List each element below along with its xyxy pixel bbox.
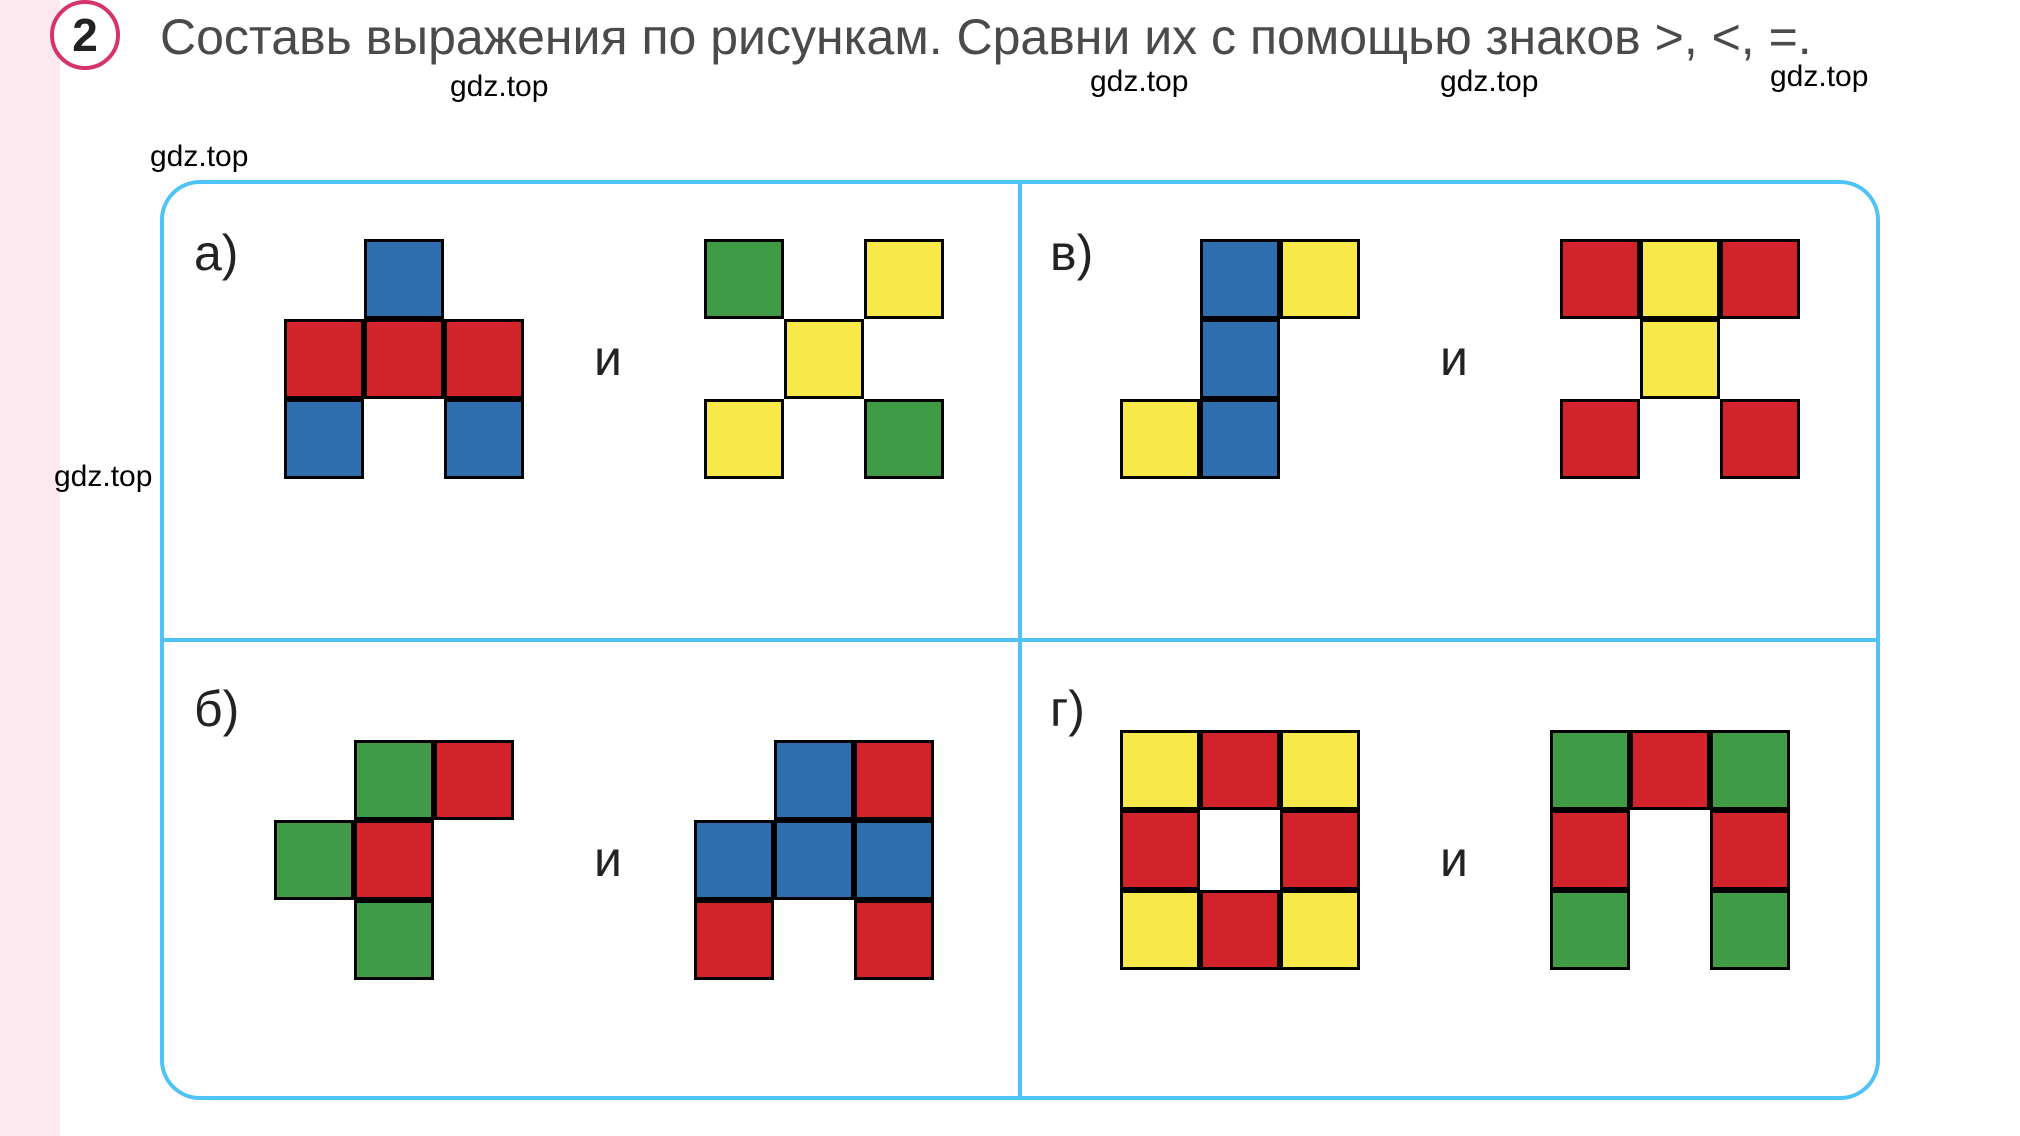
exercise-grid-frame: а) и в) и б) и г) и <box>160 180 1880 1100</box>
figure-b-2-cell <box>854 900 934 980</box>
figure-b-2-cell <box>774 740 854 820</box>
exercise-number-badge: 2 <box>50 0 120 70</box>
watermark: gdz.top <box>150 140 248 174</box>
figure-g-2-cell <box>1710 890 1790 970</box>
figure-v-2-cell <box>1560 239 1640 319</box>
figure-v-1-cell <box>1200 319 1280 399</box>
figure-g-1-cell <box>1120 730 1200 810</box>
figure-a-1-cell <box>284 319 364 399</box>
figure-g-2-cell <box>1710 810 1790 890</box>
figure-b-1-cell <box>354 740 434 820</box>
figure-b-1-cell <box>354 900 434 980</box>
quadrant-g: г) и <box>1020 640 1876 1096</box>
figure-b-2-cell <box>694 900 774 980</box>
figure-a-1-cell <box>284 399 364 479</box>
figure-v-2-cell <box>1720 399 1800 479</box>
figure-b-2-cell <box>854 740 934 820</box>
conjunction-g: и <box>1440 830 1468 888</box>
figure-v-1 <box>1120 239 1360 479</box>
instruction-text: Составь выражения по рисункам. Сравни их… <box>160 5 1980 70</box>
exercise-number-text: 2 <box>72 8 98 62</box>
figure-v-1-cell <box>1280 239 1360 319</box>
figure-g-2-cell <box>1550 810 1630 890</box>
figure-v-1-cell <box>1200 399 1280 479</box>
figure-g-1-cell <box>1200 730 1280 810</box>
watermark: gdz.top <box>450 70 548 104</box>
figure-a-1-cell <box>444 399 524 479</box>
watermark: gdz.top <box>54 460 152 494</box>
figure-g-2-cell <box>1710 730 1790 810</box>
figure-b-1-cell <box>274 820 354 900</box>
quadrant-v: в) и <box>1020 184 1876 640</box>
quadrant-label-b: б) <box>194 680 239 738</box>
figure-a-2-cell <box>864 399 944 479</box>
figure-b-2-cell <box>694 820 774 900</box>
left-margin-decoration <box>0 0 60 1136</box>
figure-v-2-cell <box>1560 399 1640 479</box>
figure-v-2 <box>1560 239 1800 479</box>
quadrant-label-a: а) <box>194 224 238 282</box>
page-root: 2 Составь выражения по рисункам. Сравни … <box>0 0 2020 1136</box>
figure-g-2 <box>1550 730 1790 970</box>
figure-v-1-cell <box>1200 239 1280 319</box>
figure-g-2-cell <box>1550 890 1630 970</box>
figure-b-2 <box>694 740 934 980</box>
figure-v-2-cell <box>1720 239 1800 319</box>
figure-g-2-cell <box>1550 730 1630 810</box>
quadrant-a: а) и <box>164 184 1020 640</box>
figure-g-2-cell <box>1630 730 1710 810</box>
conjunction-v: и <box>1440 329 1468 387</box>
quadrant-label-g: г) <box>1050 680 1085 738</box>
figure-a-1-cell <box>364 319 444 399</box>
figure-v-1-cell <box>1120 399 1200 479</box>
figure-g-1-cell <box>1200 890 1280 970</box>
figure-g-1-cell <box>1280 730 1360 810</box>
quadrant-label-v: в) <box>1050 224 1093 282</box>
conjunction-a: и <box>594 329 622 387</box>
figure-g-1-cell <box>1280 890 1360 970</box>
watermark: gdz.top <box>1440 65 1538 99</box>
figure-b-1 <box>274 740 514 980</box>
figure-a-1-cell <box>444 319 524 399</box>
figure-a-2 <box>704 239 944 479</box>
figure-a-2-cell <box>704 399 784 479</box>
conjunction-b: и <box>594 830 622 888</box>
figure-b-2-cell <box>774 820 854 900</box>
figure-g-1 <box>1120 730 1360 970</box>
figure-a-2-cell <box>784 319 864 399</box>
watermark: gdz.top <box>1090 65 1188 99</box>
figure-g-1-cell <box>1120 890 1200 970</box>
figure-g-1-cell <box>1120 810 1200 890</box>
figure-a-2-cell <box>864 239 944 319</box>
figure-a-2-cell <box>704 239 784 319</box>
figure-a-1-cell <box>364 239 444 319</box>
figure-v-2-cell <box>1640 239 1720 319</box>
quadrant-b: б) и <box>164 640 1020 1096</box>
figure-v-2-cell <box>1640 319 1720 399</box>
watermark: gdz.top <box>1770 60 1868 94</box>
figure-a-1 <box>284 239 524 479</box>
figure-b-1-cell <box>354 820 434 900</box>
figure-b-1-cell <box>434 740 514 820</box>
figure-b-2-cell <box>854 820 934 900</box>
figure-g-1-cell <box>1280 810 1360 890</box>
